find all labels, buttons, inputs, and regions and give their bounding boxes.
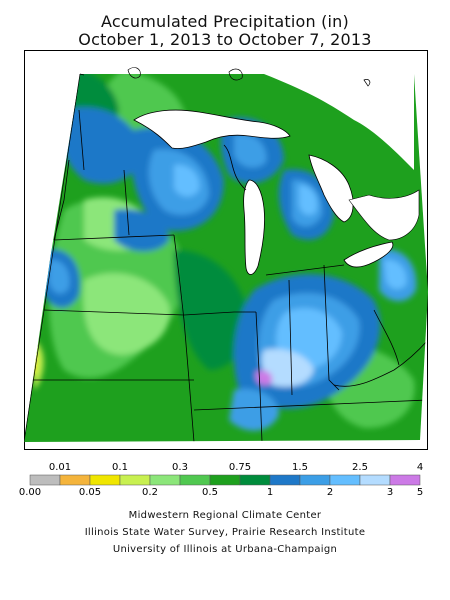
precipitation-legend: 0.01 0.1 0.3 0.75 1.5 2.5 4 0.00 0.05 0.2 0.5 1 2 3 5 [19,462,423,498]
legend-upper-label: 0.1 [112,462,128,473]
legend-upper-label: 0.01 [49,462,71,473]
legend-upper-labels: 0.01 0.1 0.3 0.75 1.5 2.5 4 [49,462,423,473]
legend-upper-label: 0.75 [229,462,251,473]
legend-upper-label: 1.5 [292,462,308,473]
map-date-range: October 1, 2013 to October 7, 2013 [78,30,372,49]
lake-huron [308,154,354,223]
legend-lower-label: 3 [387,487,393,498]
legend-swatch [59,474,91,486]
lake-erie [343,241,394,268]
credit-line-1: Midwestern Regional Climate Center [128,510,322,521]
legend-swatch [299,474,331,486]
legend-swatch [389,474,421,486]
ontario-peninsula [348,189,420,241]
legend-lower-label: 0.2 [142,487,158,498]
legend-swatch [239,474,271,486]
legend-swatch [179,474,211,486]
legend-swatch [119,474,151,486]
legend-swatch [359,474,391,486]
legend-swatch [329,474,361,486]
credit-line-3: University of Illinois at Urbana-Champai… [112,544,338,555]
legend-upper-label: 0.3 [172,462,188,473]
legend-swatch [269,474,301,486]
legend-swatch [29,474,61,486]
legend-lower-label: 0.05 [79,487,101,498]
legend-swatch [149,474,181,486]
legend-lower-label: 2 [327,487,333,498]
legend-lower-label: 1 [267,487,273,498]
legend-upper-label: 4 [417,462,423,473]
legend-lower-labels: 0.00 0.05 0.2 0.5 1 2 3 5 [19,487,423,498]
map-title: Accumulated Precipitation (in) [101,12,349,31]
legend-lower-label: 0.5 [202,487,218,498]
precipitation-field [24,74,428,442]
state-boundaries [24,109,428,442]
legend-lower-label: 0.00 [19,487,41,498]
legend-swatch [209,474,241,486]
credit-line-2: Illinois State Water Survey, Prairie Res… [84,527,366,538]
legend-lower-label: 5 [417,487,423,498]
lake-superior [133,109,291,149]
canada-region [264,74,414,170]
legend-upper-label: 2.5 [352,462,368,473]
legend-swatch [89,474,121,486]
coastline-details [24,67,371,443]
precipitation-map [24,50,428,450]
legend-swatches [29,474,421,486]
lake-michigan [243,179,265,275]
